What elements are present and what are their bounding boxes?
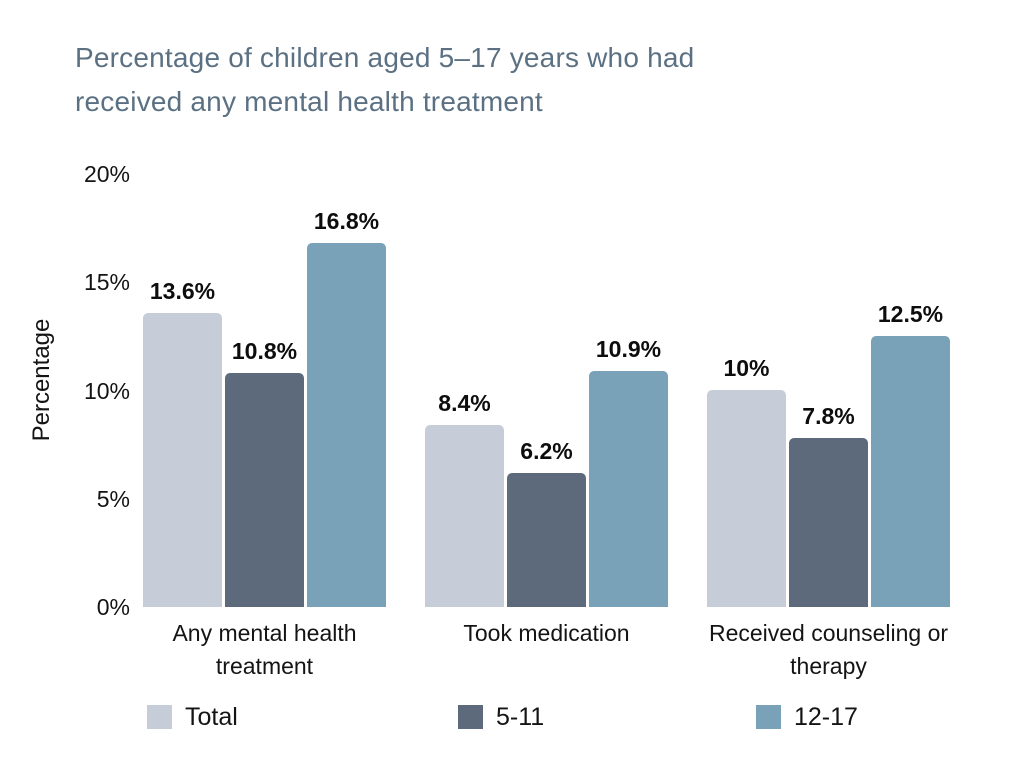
bar-12-17-2 — [589, 371, 668, 607]
legend-item-5-11: 5-11 — [458, 703, 544, 731]
bar-12-17-3 — [871, 336, 950, 607]
bar-value-label: 10% — [723, 355, 770, 381]
bar-value-label: 10.8% — [231, 338, 298, 364]
legend-label: Total — [185, 703, 238, 731]
legend-swatch-icon — [756, 705, 781, 729]
bar-total-1 — [143, 313, 222, 607]
y-tick-label: 5% — [96, 485, 130, 512]
bar-total-3 — [707, 390, 786, 607]
bar-value-label: 8.4% — [438, 390, 491, 416]
y-tick-label: 20% — [83, 161, 130, 187]
bar-value-label: 13.6% — [149, 278, 216, 304]
bar-value-label: 6.2% — [520, 438, 573, 464]
legend-item-total: Total — [147, 703, 238, 731]
bar-5-11-2 — [507, 473, 586, 607]
legend-label: 12-17 — [794, 703, 858, 731]
legend-swatch-icon — [147, 705, 172, 729]
chart-title-line-1: Percentage of children aged 5–17 years w… — [75, 42, 695, 73]
legend-swatch-icon — [458, 705, 483, 729]
bar-value-label: 7.8% — [802, 403, 855, 429]
bar-total-2 — [425, 425, 504, 607]
y-tick-label: 0% — [96, 594, 130, 620]
x-category-label: Any mental health treatment — [172, 620, 357, 679]
y-tick-label: 15% — [83, 269, 130, 296]
bar-value-label: 16.8% — [313, 208, 380, 234]
x-category-label: Received counseling or therapy — [708, 620, 949, 679]
y-tick-label: 10% — [83, 377, 130, 404]
bar-5-11-1 — [225, 373, 304, 607]
chart-title: Percentage of children aged 5–17 years w… — [75, 36, 895, 124]
legend-label: 5-11 — [496, 703, 545, 731]
bar-5-11-3 — [789, 438, 868, 607]
bar-value-label: 12.5% — [877, 301, 944, 327]
bar-12-17-1 — [307, 243, 386, 607]
bar-value-label: 10.9% — [595, 336, 662, 362]
chart-title-line-2: received any mental health treatment — [75, 86, 543, 117]
legend-item-12-17: 12-17 — [756, 703, 858, 731]
x-category-label: Took medication — [463, 620, 630, 646]
